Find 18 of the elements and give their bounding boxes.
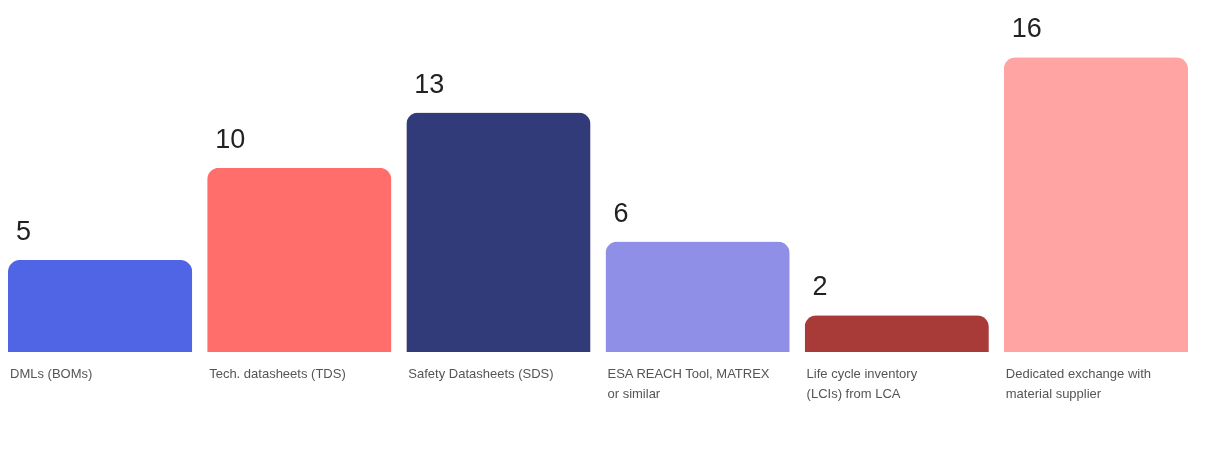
data-label: 2 <box>812 271 828 302</box>
bar <box>207 167 392 352</box>
data-label: 5 <box>16 215 32 246</box>
bar <box>1003 57 1188 352</box>
x-tick-label: Dedicated exchange with material supplier <box>1005 366 1152 401</box>
bar <box>605 241 790 352</box>
data-label: 16 <box>1011 13 1042 44</box>
bar <box>8 259 193 352</box>
x-tick-label: ESA REACH Tool, MATREX or similar <box>607 366 770 401</box>
data-label: 6 <box>613 197 629 228</box>
data-label: 10 <box>215 123 246 154</box>
bar <box>804 315 989 352</box>
bar <box>406 112 591 352</box>
x-tick-label: Safety Datasheets (SDS) <box>408 366 554 381</box>
x-tick-label: DMLs (BOMs) <box>10 366 93 381</box>
x-tick-label: Tech. datasheets (TDS) <box>209 366 346 381</box>
x-tick-label: Life cycle inventory (LCIs) from LCA <box>806 366 918 401</box>
data-label: 13 <box>414 68 445 99</box>
